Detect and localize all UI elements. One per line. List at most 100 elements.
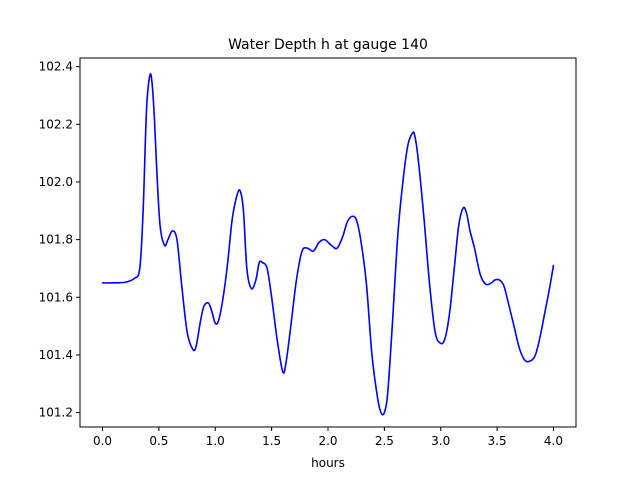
data-point [552,265,554,267]
data-point [453,267,455,269]
data-point [469,230,471,232]
data-point [462,207,464,209]
x-tick-label: 3.5 [488,434,507,448]
data-point [355,218,357,220]
data-point [539,337,541,339]
data-point [414,135,416,137]
data-point [412,132,414,134]
data-point [498,279,500,281]
y-tick-label: 102.2 [39,117,73,131]
data-point [365,282,367,284]
plot-frame [79,57,577,428]
y-tick-label: 102.4 [39,60,73,74]
data-point [474,247,476,249]
data-point [449,311,451,313]
data-point [513,325,515,327]
data-point [312,250,314,252]
data-point [186,331,188,333]
data-point [124,281,126,283]
data-point [250,288,252,290]
data-point [159,224,161,226]
data-point [246,267,248,269]
data-point [458,224,460,226]
x-tick-label: 4.0 [544,434,563,448]
data-point [417,158,419,160]
data-point [466,213,468,215]
data-point [548,291,550,293]
data-point [102,282,104,284]
data-point [171,230,173,232]
data-point [407,143,409,145]
data-point [507,302,509,304]
data-point [208,302,210,304]
data-point [167,239,169,241]
data-point [271,296,273,298]
data-point [351,216,353,218]
data-point [242,210,244,212]
data-point [519,348,521,350]
data-point [295,279,297,281]
data-point [428,282,430,284]
data-series-line [101,73,555,416]
data-point [258,262,260,264]
data-point [534,354,536,356]
data-point [490,282,492,284]
data-point [149,74,151,76]
data-point [285,360,287,362]
data-point [324,239,326,241]
data-point [192,348,194,350]
data-point [113,282,115,284]
data-point [153,118,155,120]
data-point [342,236,344,238]
x-tick-label: 0.0 [93,434,112,448]
data-point [318,242,320,244]
y-tick-label: 101.8 [39,233,73,247]
y-tick-label: 101.2 [39,406,73,420]
data-point [195,345,197,347]
chart-title: Water Depth h at gauge 140 [228,37,428,53]
x-axis-ticks: 0.0 0.5 1.0 1.5 2.0 2.5 3.0 3.5 4.0 [93,427,563,448]
data-point [360,239,362,241]
data-point [377,397,379,399]
y-tick-label: 102.0 [39,175,73,189]
x-tick-label: 2.5 [375,434,394,448]
data-point [262,262,264,264]
y-axis-ticks: 101.2 101.4 101.6 101.8 102.0 102.2 102.4 [39,60,80,420]
data-point [231,218,233,220]
data-point [307,247,309,249]
data-point [391,325,393,327]
data-point [156,167,158,169]
data-point [133,278,135,280]
data-point [444,337,446,339]
y-tick-label: 101.4 [39,348,73,362]
y-tick-label: 101.6 [39,290,73,304]
data-point [227,262,229,264]
x-axis-label: hours [311,456,345,470]
data-point [543,314,545,316]
data-point [266,267,268,269]
data-point [524,360,526,362]
data-point [255,279,257,281]
data-point [214,322,216,324]
data-point [151,83,153,85]
data-point [383,412,385,414]
data-point [200,319,202,321]
data-point [218,319,220,321]
data-point [397,233,399,235]
data-point [211,311,213,313]
data-point [387,391,389,393]
data-point [330,244,332,246]
data-point [346,221,348,223]
data-point [239,190,241,192]
data-point [276,340,278,342]
data-point [403,175,405,177]
x-tick-label: 0.5 [149,434,168,448]
data-point [146,109,148,111]
data-point [236,195,238,197]
data-points [102,74,555,413]
data-point [423,216,425,218]
data-point [301,250,303,252]
data-point [222,296,224,298]
data-point [530,360,532,362]
